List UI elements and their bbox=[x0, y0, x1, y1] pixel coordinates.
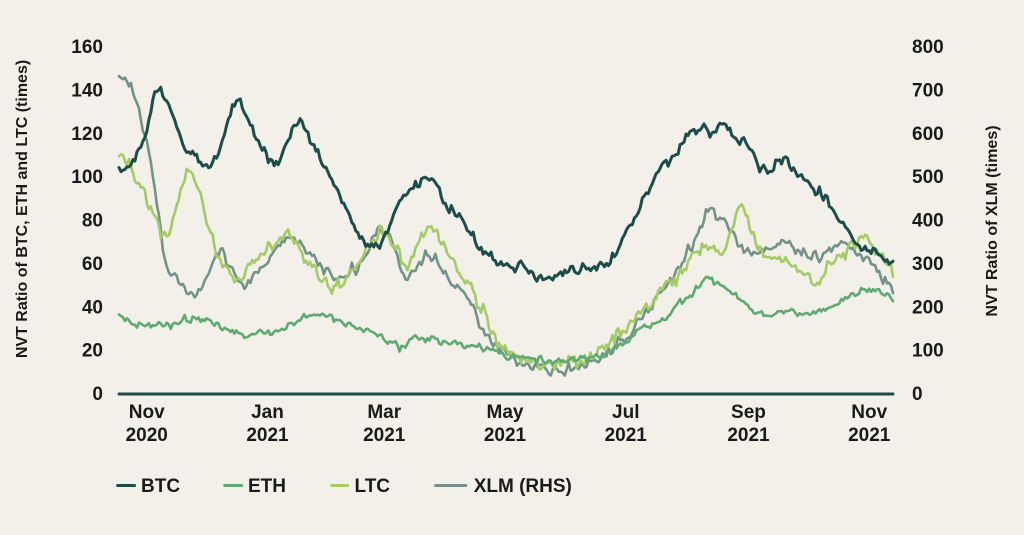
svg-text:BTC: BTC bbox=[141, 476, 180, 497]
svg-text:200: 200 bbox=[912, 297, 944, 318]
svg-text:Jan: Jan bbox=[251, 402, 284, 423]
svg-text:800: 800 bbox=[912, 37, 944, 58]
svg-text:100: 100 bbox=[71, 167, 103, 188]
svg-text:2021: 2021 bbox=[246, 425, 289, 446]
svg-text:700: 700 bbox=[912, 80, 944, 101]
svg-text:NVT Ratio of XLM (times): NVT Ratio of XLM (times) bbox=[984, 125, 1001, 316]
svg-text:Sep: Sep bbox=[731, 402, 766, 423]
svg-text:2021: 2021 bbox=[363, 425, 406, 446]
svg-text:0: 0 bbox=[912, 384, 923, 405]
svg-text:80: 80 bbox=[82, 211, 103, 232]
svg-text:XLM (RHS): XLM (RHS) bbox=[474, 476, 572, 497]
svg-text:160: 160 bbox=[71, 37, 103, 58]
svg-text:500: 500 bbox=[912, 167, 944, 188]
svg-text:ETH: ETH bbox=[248, 476, 286, 497]
svg-text:0: 0 bbox=[92, 384, 103, 405]
svg-text:Nov: Nov bbox=[129, 402, 165, 423]
svg-text:Jul: Jul bbox=[612, 402, 639, 423]
svg-text:100: 100 bbox=[912, 341, 944, 362]
svg-text:LTC: LTC bbox=[355, 476, 391, 497]
svg-text:2020: 2020 bbox=[126, 425, 168, 446]
svg-text:300: 300 bbox=[912, 254, 944, 275]
svg-text:Nov: Nov bbox=[851, 402, 887, 423]
svg-text:60: 60 bbox=[82, 254, 103, 275]
svg-text:140: 140 bbox=[71, 80, 103, 101]
svg-text:2021: 2021 bbox=[848, 425, 891, 446]
svg-text:May: May bbox=[487, 402, 524, 423]
svg-text:400: 400 bbox=[912, 211, 944, 232]
svg-text:40: 40 bbox=[82, 297, 103, 318]
svg-text:600: 600 bbox=[912, 124, 944, 145]
svg-text:NVT Ratio of BTC, ETH and LTC: NVT Ratio of BTC, ETH and LTC (times) bbox=[14, 60, 31, 358]
svg-text:Mar: Mar bbox=[367, 402, 401, 423]
svg-text:20: 20 bbox=[82, 341, 103, 362]
svg-text:2021: 2021 bbox=[727, 425, 770, 446]
svg-text:2021: 2021 bbox=[484, 425, 527, 446]
svg-text:120: 120 bbox=[71, 124, 103, 145]
svg-text:2021: 2021 bbox=[605, 425, 648, 446]
